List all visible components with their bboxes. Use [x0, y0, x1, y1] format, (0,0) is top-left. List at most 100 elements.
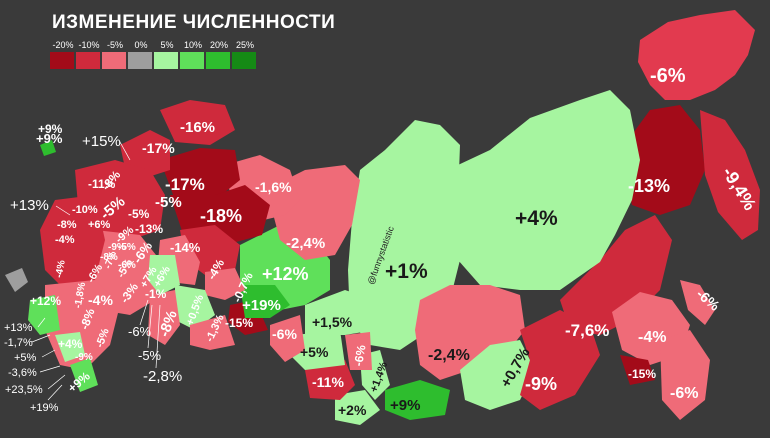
region-central	[40, 195, 105, 290]
region-buryatia	[460, 340, 535, 410]
region-kamchatka	[700, 110, 760, 240]
label-irkutsk: -2,4%	[428, 347, 470, 364]
legend-swatch	[232, 52, 256, 69]
label-voronezh: -4%	[88, 292, 113, 308]
label-novosibirsk: +5%	[300, 344, 329, 360]
label-chuvashia: -9%	[108, 242, 126, 253]
region-kaliningrad	[40, 140, 56, 156]
region-magadan	[625, 105, 705, 215]
legend-label: 0%	[134, 40, 148, 50]
label-zabaikal: -9%	[525, 374, 557, 394]
legend-label: 25%	[235, 40, 254, 50]
region-sakhalin	[680, 280, 715, 325]
callout-lines	[31, 141, 161, 401]
label-khabarovsk: -7,6%	[565, 321, 609, 340]
region-nenets	[160, 148, 240, 200]
region-orenburg	[190, 315, 235, 350]
label-sverdlovsk: +19%	[242, 297, 281, 314]
label-samara: -1%	[145, 287, 167, 301]
legend-swatch	[50, 52, 74, 69]
label-primorye: -6%	[670, 385, 698, 402]
map-title: ИЗМЕНЕНИЕ ЧИСЛЕННОСТИ	[52, 12, 336, 33]
legend-swatch	[206, 52, 230, 69]
label-mari: -8%	[100, 252, 118, 263]
legend-label: 10%	[183, 40, 202, 50]
region-udmurtia	[205, 268, 245, 300]
region-sverdlovsk	[240, 285, 290, 318]
label-altai-krai: -11%	[312, 374, 344, 390]
callout-ingushetia: +19%	[30, 402, 59, 414]
label-tula: -4%	[55, 234, 75, 246]
region-sakha	[455, 90, 640, 290]
label-perm: -14%	[170, 240, 201, 255]
callout-leningrad: +15%	[82, 133, 121, 150]
region-tatarstan	[148, 255, 180, 295]
label-jewish: -15%	[628, 367, 656, 381]
legend: -20% -10% -5% 0% 5% 10% 20% 25%	[50, 40, 258, 69]
label-yaroslavl: -5%	[128, 207, 150, 221]
label-sakha: +4%	[515, 207, 558, 230]
region-novosibirsk	[290, 330, 345, 370]
label-krasnoyarsk: +1%	[385, 260, 428, 283]
region-omsk	[270, 315, 305, 362]
region-primorye	[660, 330, 710, 420]
label-altai-rep: +2%	[338, 402, 367, 418]
region-zabaikal	[520, 310, 600, 410]
label-kalmykia: -9%	[75, 352, 93, 363]
callout-kaliningrad: +9%	[36, 131, 63, 146]
label-stavropol: +4%	[58, 337, 83, 351]
legend-label: -20%	[52, 40, 74, 50]
region-kemerovo	[345, 332, 372, 370]
legend-swatches	[50, 52, 258, 69]
region-murmansk	[160, 100, 235, 145]
callout-penza: -6%	[128, 324, 152, 339]
label-yanao: -2,4%	[286, 235, 325, 252]
legend-swatch	[180, 52, 204, 69]
callout-kchr: -1,7%	[4, 337, 33, 349]
legend-swatch	[128, 52, 152, 69]
callout-adygea: +13%	[4, 322, 33, 334]
label-nenets: -17%	[165, 175, 205, 194]
region-chelyabinsk	[148, 290, 180, 345]
region-krasnodar	[28, 295, 60, 335]
label-rostov: -8%	[77, 306, 98, 331]
legend-label: -10%	[78, 40, 100, 50]
label-komi: -1,6%	[255, 179, 292, 195]
label-arkhangelsk: -18%	[200, 206, 242, 226]
callout-chechnya: +23,5%	[5, 384, 43, 396]
label-tomsk: +1,5%	[312, 314, 353, 330]
legend-swatch	[102, 52, 126, 69]
region-stavropol	[55, 332, 85, 362]
region-bashkortostan	[175, 285, 215, 330]
callout-moscow: +13%	[10, 197, 49, 214]
region-altai-rep	[335, 390, 380, 425]
callout-samara: -2,8%	[143, 368, 182, 385]
label-smolensk: -10%	[72, 204, 98, 216]
region-crimea	[5, 268, 28, 292]
legend-label: 20%	[209, 40, 228, 50]
region-altai-krai	[305, 360, 355, 400]
label-chukotka: -6%	[650, 65, 686, 87]
label-amur: -4%	[638, 329, 666, 346]
label-bryansk: -4%	[54, 259, 68, 279]
callout-north-ossetia: -3,6%	[8, 367, 37, 379]
label-magadan: -13%	[628, 176, 670, 196]
callout-ulyanovsk: -5%	[138, 348, 162, 363]
region-dagestan	[70, 358, 98, 392]
region-tomsk	[305, 290, 375, 335]
callout-kbr: +5%	[14, 352, 37, 364]
label-murmansk: -16%	[180, 119, 215, 136]
label-ulyanovsk: -5%	[118, 242, 136, 253]
label-tuva: +9%	[390, 397, 420, 414]
label-belgorod: -1,8%	[73, 281, 88, 309]
label-moscow-reg: +6%	[88, 219, 111, 231]
label-spb: +9%	[38, 122, 63, 136]
label-nizhny: -6%	[118, 260, 136, 271]
label-kostroma: -13%	[135, 222, 163, 236]
label-tyumen: +12%	[262, 264, 309, 284]
legend-label: 5%	[160, 40, 174, 50]
label-omsk: -6%	[272, 326, 297, 342]
legend-labels: -20% -10% -5% 0% 5% 10% 20% 25%	[50, 40, 258, 50]
label-pskov: -11%	[88, 177, 116, 191]
